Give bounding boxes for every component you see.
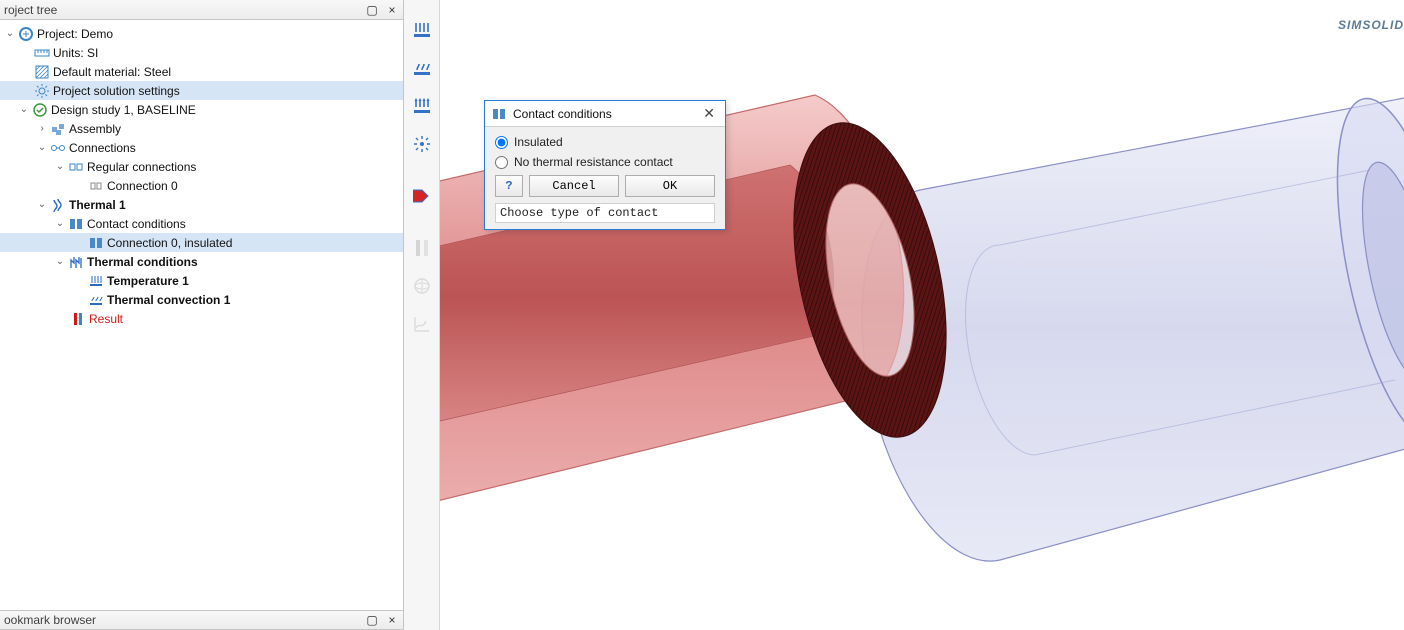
- tree-temperature1[interactable]: Temperature 1: [0, 271, 403, 290]
- result-icon: [70, 311, 86, 327]
- viewport-3d[interactable]: SIMSOLID: [440, 0, 1404, 630]
- help-button[interactable]: ?: [495, 175, 523, 197]
- dialog-titlebar[interactable]: Contact conditions ✕: [485, 101, 725, 127]
- tree-result[interactable]: Result: [0, 309, 403, 328]
- ruler-icon: [34, 45, 50, 61]
- tree-contact-conditions[interactable]: ⌄ Contact conditions: [0, 214, 403, 233]
- tree-label: Design study 1, BASELINE: [51, 103, 196, 117]
- panel-close-icon[interactable]: ×: [385, 3, 399, 17]
- contact-conditions-dialog: Contact conditions ✕ Insulated No therma…: [484, 100, 726, 230]
- model-render: [440, 0, 1404, 630]
- tree-label: Thermal conditions: [87, 255, 198, 269]
- tree-label: Thermal 1: [69, 198, 126, 212]
- chevron-right-icon[interactable]: ›: [36, 123, 48, 134]
- tree-solution-settings[interactable]: Project solution settings: [0, 81, 403, 100]
- tree-connection0-insulated[interactable]: Connection 0, insulated: [0, 233, 403, 252]
- project-tree-title: roject tree: [4, 3, 57, 17]
- tool-results-globe: [410, 274, 434, 298]
- gear-icon: [34, 83, 50, 99]
- project-icon: [18, 26, 34, 42]
- chevron-down-icon[interactable]: ⌄: [4, 28, 16, 39]
- tree-regular-connections[interactable]: ⌄ Regular connections: [0, 157, 403, 176]
- connection-icon: [88, 178, 104, 194]
- project-tree-header: roject tree ▢ ×: [0, 0, 403, 20]
- tree-label: Thermal convection 1: [107, 293, 230, 307]
- tree-thermal-conditions[interactable]: ⌄ Thermal conditions: [0, 252, 403, 271]
- tree-label: Connection 0, insulated: [107, 236, 232, 250]
- study-icon: [32, 102, 48, 118]
- tree-label: Project solution settings: [53, 84, 180, 98]
- tool-convection[interactable]: [410, 56, 434, 80]
- tree-label: Regular connections: [87, 160, 196, 174]
- bookmark-header: ookmark browser ▢ ×: [0, 610, 403, 630]
- bookmark-title: ookmark browser: [4, 613, 96, 627]
- tree-assembly[interactable]: › Assembly: [0, 119, 403, 138]
- tree-label: Result: [89, 312, 123, 326]
- chevron-down-icon[interactable]: ⌄: [18, 104, 30, 115]
- hatch-icon: [34, 64, 50, 80]
- tree-label: Connections: [69, 141, 136, 155]
- radio-insulated[interactable]: Insulated: [495, 135, 715, 149]
- tree-label: Contact conditions: [87, 217, 186, 231]
- regular-conn-icon: [68, 159, 84, 175]
- close-icon[interactable]: ✕: [699, 105, 719, 122]
- connections-icon: [50, 140, 66, 156]
- radio-label: Insulated: [514, 135, 563, 149]
- radio-no-resist-input[interactable]: [495, 156, 508, 169]
- chevron-down-icon[interactable]: ⌄: [54, 256, 66, 267]
- panel-undock-icon[interactable]: ▢: [365, 3, 379, 17]
- convection-icon: [88, 292, 104, 308]
- chevron-down-icon[interactable]: ⌄: [36, 142, 48, 153]
- cancel-button[interactable]: Cancel: [529, 175, 619, 197]
- tree-connection0[interactable]: Connection 0: [0, 176, 403, 195]
- tree-convection1[interactable]: Thermal convection 1: [0, 290, 403, 309]
- tree-label: Temperature 1: [107, 274, 189, 288]
- tool-results-graph: [410, 312, 434, 336]
- tree-label: Connection 0: [107, 179, 178, 193]
- thermal-cond-icon: [68, 254, 84, 270]
- tool-solve[interactable]: [410, 184, 434, 208]
- dialog-title: Contact conditions: [513, 107, 699, 121]
- chevron-down-icon[interactable]: ⌄: [36, 199, 48, 210]
- brand-logo: SIMSOLID: [1338, 18, 1404, 32]
- tree-units[interactable]: Units: SI: [0, 43, 403, 62]
- contact-cond-icon: [68, 216, 84, 232]
- tool-radiation[interactable]: [410, 132, 434, 156]
- tree-label: Project: Demo: [37, 27, 113, 41]
- contact-cond-icon: [88, 235, 104, 251]
- ok-button[interactable]: OK: [625, 175, 715, 197]
- tool-heatflux[interactable]: [410, 94, 434, 118]
- tool-temperature[interactable]: [410, 18, 434, 42]
- tree-label: Default material: Steel: [53, 65, 171, 79]
- contact-cond-icon: [491, 106, 507, 122]
- chevron-down-icon[interactable]: ⌄: [54, 218, 66, 229]
- radio-no-thermal-resistance[interactable]: No thermal resistance contact: [495, 155, 715, 169]
- tree-connections[interactable]: ⌄ Connections: [0, 138, 403, 157]
- tool-results-bar: [410, 236, 434, 260]
- vertical-toolbar: [404, 0, 440, 630]
- chevron-down-icon[interactable]: ⌄: [54, 161, 66, 172]
- project-tree[interactable]: ⌄ Project: Demo Units: SI Default materi…: [0, 20, 403, 610]
- brand-text: SIMSOLID: [1338, 18, 1404, 32]
- dialog-status: Choose type of contact: [495, 203, 715, 223]
- tree-label: Units: SI: [53, 46, 98, 60]
- tree-material[interactable]: Default material: Steel: [0, 62, 403, 81]
- panel-undock-icon[interactable]: ▢: [365, 613, 379, 627]
- tree-thermal1[interactable]: ⌄ Thermal 1: [0, 195, 403, 214]
- project-tree-panel: roject tree ▢ × ⌄ Project: Demo Units: S…: [0, 0, 404, 630]
- radio-label: No thermal resistance contact: [514, 155, 673, 169]
- temperature-icon: [88, 273, 104, 289]
- radio-insulated-input[interactable]: [495, 136, 508, 149]
- panel-close-icon[interactable]: ×: [385, 613, 399, 627]
- tree-project[interactable]: ⌄ Project: Demo: [0, 24, 403, 43]
- tree-study[interactable]: ⌄ Design study 1, BASELINE: [0, 100, 403, 119]
- assembly-icon: [50, 121, 66, 137]
- tree-label: Assembly: [69, 122, 121, 136]
- thermal-icon: [50, 197, 66, 213]
